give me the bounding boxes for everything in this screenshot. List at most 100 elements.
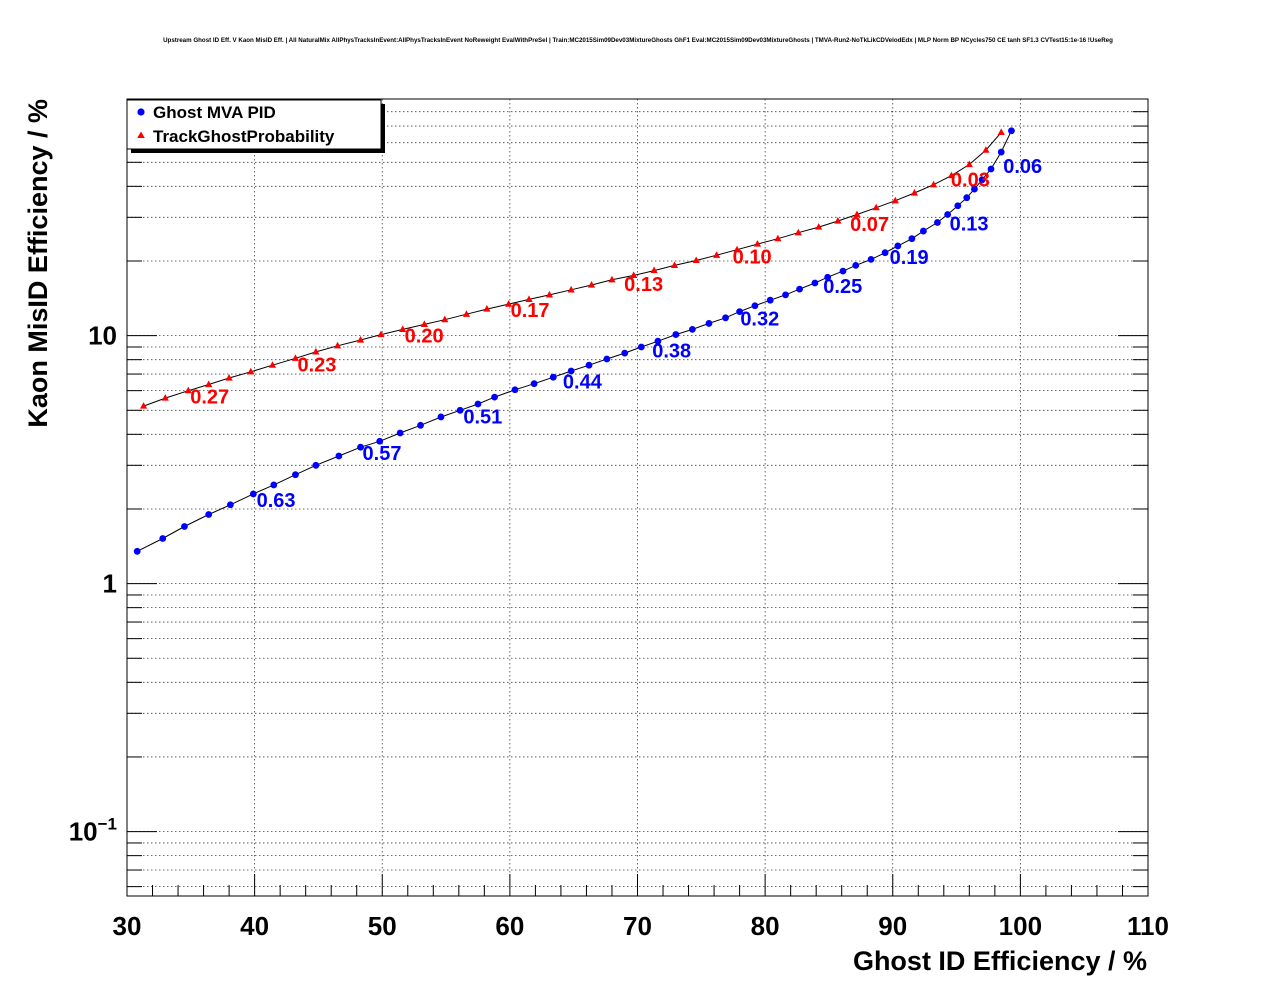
plot-frame	[126, 98, 1149, 897]
point-label: 0.17	[511, 300, 550, 322]
data-point	[782, 291, 789, 299]
legend-label-ghost-mva-pid: Ghost MVA PID	[153, 103, 276, 122]
data-point	[713, 251, 721, 258]
data-point	[947, 171, 956, 179]
x-tick-label: 100	[999, 911, 1042, 941]
point-label: 0.03	[951, 170, 990, 192]
data-point	[161, 394, 169, 401]
legend: Ghost MVA PID TrackGhostProbability	[126, 99, 385, 153]
data-point	[504, 300, 513, 307]
point-labels: 0.63 0.57 0.51 0.44 0.38 0.32 0.25 0.19 0.13 0.06…	[190, 156, 1042, 512]
data-point	[630, 271, 638, 278]
data-point	[333, 341, 342, 349]
data-point	[751, 302, 759, 310]
data-point	[225, 373, 233, 381]
point-label: 0.51	[463, 406, 502, 428]
x-tick-label: 50	[368, 911, 397, 941]
point-label: 0.32	[740, 308, 779, 330]
data-point	[420, 320, 428, 328]
data-point	[133, 547, 141, 555]
point-label: 0.10	[733, 247, 772, 269]
data-point	[1008, 127, 1015, 135]
data-point	[545, 290, 554, 298]
point-label: 0.07	[850, 214, 889, 236]
data-point	[184, 386, 192, 394]
data-point	[834, 216, 842, 224]
data-point	[796, 285, 803, 293]
data-point	[839, 267, 847, 275]
data-point	[766, 296, 774, 304]
data-point	[965, 160, 973, 168]
chart-title: Upstream Ghost ID Eff. V Kaon MisID Eff.…	[163, 37, 1113, 44]
point-label: 0.44	[563, 372, 603, 394]
data-point	[929, 180, 938, 188]
data-point	[587, 281, 596, 288]
legend-label-trackghostprobability: TrackGhostProbability	[153, 127, 335, 146]
point-label: 0.63	[257, 490, 296, 512]
data-point	[688, 325, 696, 333]
data-point	[399, 325, 407, 332]
legend-marker-trackghostprobability	[137, 131, 145, 138]
point-label: 0.13	[950, 213, 989, 235]
series-layer	[133, 127, 1015, 555]
y-tick-label: 10−1	[69, 815, 117, 847]
point-label: 0.57	[363, 443, 402, 465]
data-point	[997, 128, 1005, 136]
data-point	[815, 223, 823, 230]
legend-box	[126, 99, 382, 150]
data-point	[794, 228, 802, 236]
series-line	[136, 130, 1012, 552]
data-point	[894, 242, 902, 250]
data-point	[891, 196, 899, 204]
data-point	[672, 331, 680, 338]
data-point	[934, 219, 941, 226]
data-point	[159, 535, 167, 542]
data-point	[181, 523, 188, 530]
data-point	[525, 295, 533, 303]
data-point	[312, 461, 320, 469]
data-point	[608, 275, 616, 283]
data-point	[437, 413, 445, 421]
data-point	[462, 310, 471, 317]
data-point	[963, 194, 971, 202]
data-point	[226, 501, 234, 509]
data-point	[654, 337, 662, 345]
data-point	[753, 240, 762, 247]
x-tick-label: 110	[1127, 911, 1169, 941]
data-point	[441, 315, 449, 323]
point-label: 0.23	[297, 354, 336, 376]
data-point	[567, 285, 575, 293]
data-point	[692, 256, 700, 264]
data-point	[549, 373, 557, 381]
point-label: 0.25	[823, 276, 862, 298]
data-point	[396, 429, 404, 437]
data-point	[292, 471, 299, 479]
data-point	[982, 146, 990, 153]
data-point	[585, 361, 593, 369]
data-point	[621, 349, 629, 357]
data-point	[205, 380, 213, 388]
data-point	[356, 336, 365, 343]
data-point	[483, 305, 491, 312]
data-point	[456, 406, 464, 414]
data-point	[474, 400, 482, 408]
data-point	[312, 347, 320, 355]
data-point	[978, 176, 986, 184]
data-point	[357, 443, 364, 451]
data-point	[670, 261, 679, 268]
data-point	[997, 148, 1005, 156]
data-point	[853, 210, 861, 218]
data-point	[722, 314, 729, 322]
point-label: 0.13	[624, 274, 663, 296]
data-point	[852, 261, 860, 269]
data-point	[872, 203, 880, 211]
y-axis-title: Kaon MisID Efficiency / %	[23, 99, 53, 428]
data-point	[705, 320, 713, 327]
data-point	[417, 421, 424, 429]
x-tick-label: 80	[751, 911, 780, 941]
data-point	[139, 402, 148, 409]
data-point	[637, 343, 645, 351]
x-tick-label: 90	[878, 911, 907, 941]
y-tick-label: 1	[103, 569, 117, 599]
